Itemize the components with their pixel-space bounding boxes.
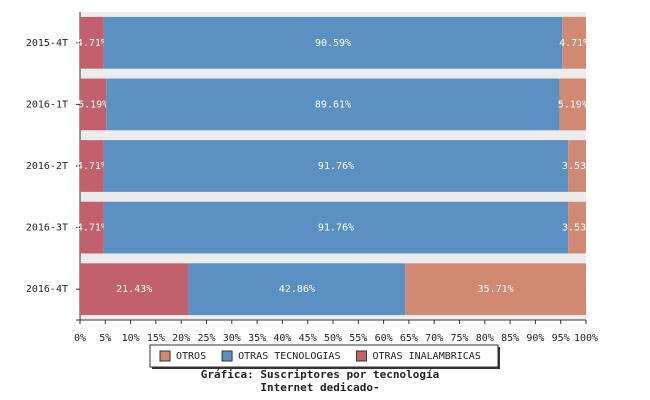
value-label: 4.71% — [77, 38, 107, 49]
chart-subtitle: Internet dedicado- — [260, 381, 379, 394]
value-label: 4.71% — [77, 161, 107, 172]
x-tick-label: 20% — [172, 333, 190, 344]
chart-title: Gráfica: Suscriptores por tecnología — [201, 368, 439, 381]
value-label: 91.76% — [318, 223, 354, 234]
bar-segment — [188, 263, 406, 316]
x-tick-label: 100% — [574, 333, 598, 344]
legend-swatch — [221, 350, 233, 362]
bar-segment — [568, 201, 586, 254]
x-tick-label: 10% — [122, 333, 140, 344]
value-label: 4.71% — [77, 223, 107, 234]
value-label: 21.43% — [116, 284, 152, 295]
value-label: 90.59% — [315, 38, 351, 49]
x-tick-label: 5% — [99, 333, 111, 344]
y-tick-label: 2016-1T — [26, 99, 68, 110]
value-label: 5.19% — [558, 99, 588, 110]
bar-segment — [80, 16, 104, 69]
x-tick-label: 15% — [147, 333, 165, 344]
x-tick-label: 95% — [552, 333, 570, 344]
x-tick-label: 25% — [197, 333, 215, 344]
value-label: 42.86% — [279, 284, 315, 295]
y-tick-label: 2016-2T — [26, 161, 68, 172]
bar-segment — [559, 78, 586, 131]
bar-segment — [80, 78, 107, 131]
bar-segment — [405, 263, 586, 316]
value-label: 3.53% — [562, 161, 592, 172]
x-tick-label: 80% — [476, 333, 494, 344]
value-label: 91.76% — [318, 161, 354, 172]
x-tick-label: 30% — [223, 333, 241, 344]
x-tick-label: 0% — [74, 333, 86, 344]
x-tick-label: 85% — [501, 333, 519, 344]
x-tick-label: 90% — [526, 333, 544, 344]
bar-segment — [562, 16, 587, 69]
bar-segment — [80, 263, 189, 316]
x-tick-label: 50% — [324, 333, 342, 344]
bar-segment — [106, 78, 560, 131]
x-tick-label: 40% — [273, 333, 291, 344]
legend-label: OTRAS INALAMBRICAS — [372, 351, 480, 362]
legend-label: OTROS — [176, 351, 206, 362]
x-tick-label: 45% — [299, 333, 317, 344]
value-label: 4.71% — [559, 38, 589, 49]
value-label: 5.19% — [78, 99, 108, 110]
y-tick-label: 2015-4T — [26, 38, 68, 49]
x-tick-label: 35% — [248, 333, 266, 344]
x-tick-label: 70% — [425, 333, 443, 344]
value-label: 89.61% — [315, 99, 351, 110]
x-tick-label: 55% — [349, 333, 367, 344]
y-tick-label: 2016-4T — [26, 284, 68, 295]
bar-segment — [80, 201, 104, 254]
value-label: 35.71% — [478, 284, 514, 295]
y-tick-label: 2016-3T — [26, 223, 68, 234]
legend-label: OTRAS TECNOLOGIAS — [238, 351, 340, 362]
legend-swatch — [355, 350, 367, 362]
x-tick-label: 60% — [375, 333, 393, 344]
legend-swatch — [159, 350, 171, 362]
bar-segment — [103, 201, 569, 254]
bar-segment — [103, 140, 569, 192]
x-tick-label: 65% — [400, 333, 418, 344]
bar-segment — [568, 140, 586, 192]
bar-segment — [103, 16, 563, 69]
bar-segment — [80, 140, 104, 192]
value-label: 3.53% — [562, 223, 592, 234]
x-tick-label: 75% — [450, 333, 468, 344]
